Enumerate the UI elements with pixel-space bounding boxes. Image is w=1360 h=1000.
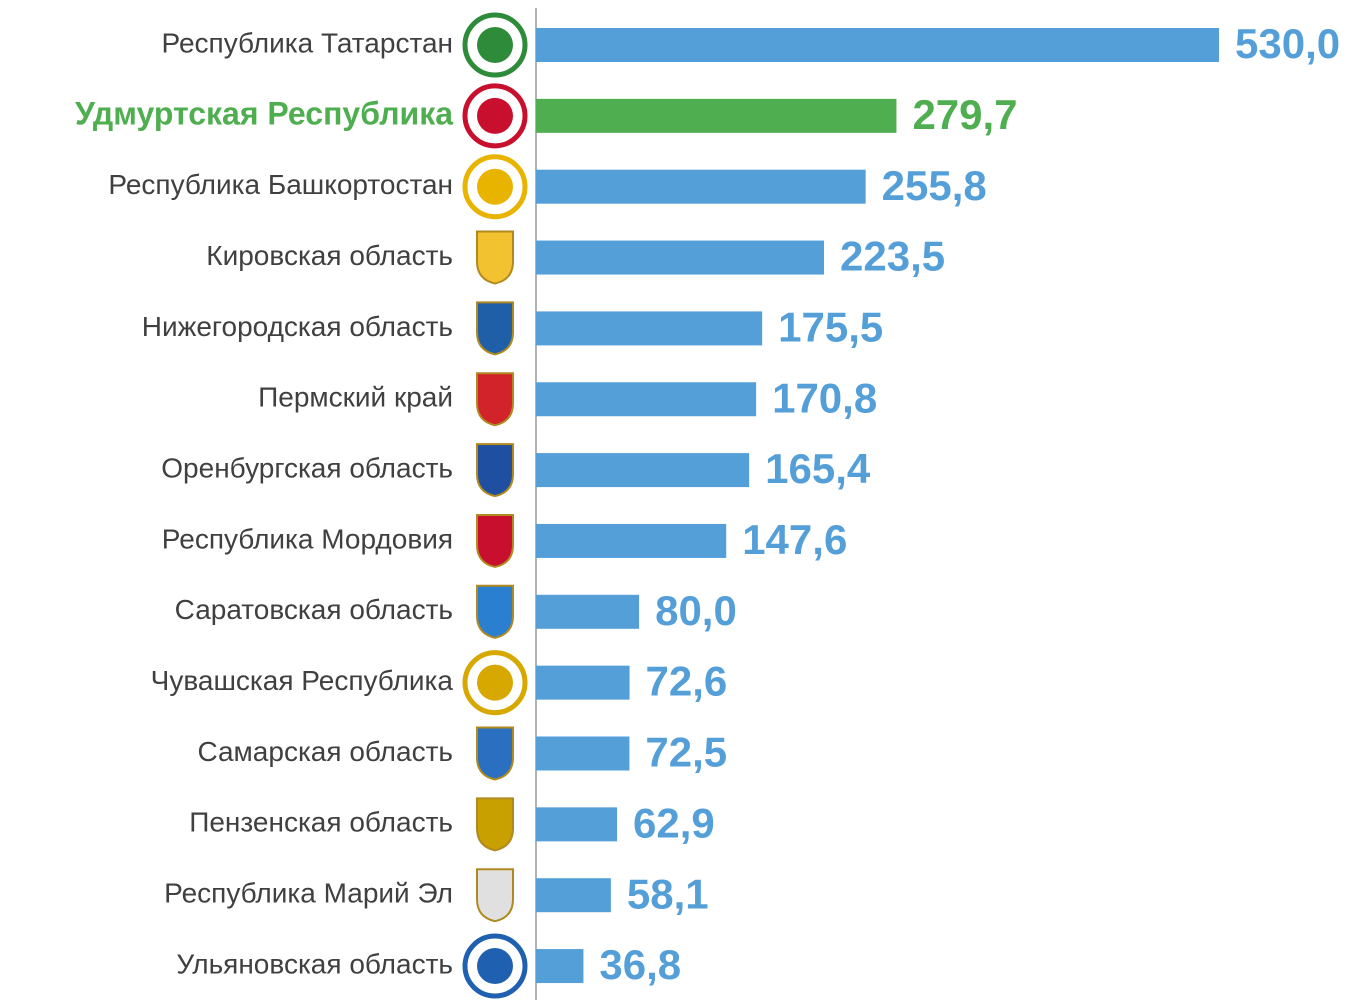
category-label: Республика Марий Эл bbox=[164, 878, 453, 909]
value-label: 72,6 bbox=[646, 658, 728, 705]
emblem bbox=[476, 301, 514, 356]
emblem bbox=[476, 372, 514, 427]
emblem bbox=[476, 726, 514, 781]
value-label: 170,8 bbox=[772, 374, 877, 421]
emblem bbox=[477, 168, 513, 205]
bar bbox=[536, 169, 866, 204]
emblem bbox=[476, 513, 514, 568]
bar bbox=[536, 98, 897, 133]
bar bbox=[536, 736, 630, 771]
category-label: Нижегородская область bbox=[142, 311, 453, 342]
bar bbox=[536, 28, 1219, 62]
emblem bbox=[477, 27, 513, 63]
bar bbox=[536, 949, 584, 984]
emblem bbox=[477, 948, 513, 985]
category-label: Саратовская область bbox=[175, 594, 453, 625]
bar bbox=[536, 382, 757, 417]
value-label: 223,5 bbox=[840, 233, 945, 280]
emblem bbox=[476, 584, 514, 639]
bar bbox=[536, 453, 750, 488]
category-label: Удмуртская Республика bbox=[75, 95, 453, 131]
category-label: Республика Башкортостан bbox=[108, 169, 453, 200]
category-label: Ульяновская область bbox=[176, 948, 453, 979]
value-label: 530,0 bbox=[1235, 20, 1340, 67]
bar bbox=[536, 807, 618, 842]
emblem bbox=[476, 443, 514, 498]
bar bbox=[536, 594, 640, 629]
category-label: Республика Мордовия bbox=[162, 523, 453, 554]
value-label: 36,8 bbox=[599, 941, 681, 988]
category-label: Пензенская область bbox=[189, 807, 453, 838]
value-label: 279,7 bbox=[912, 91, 1017, 138]
category-label: Республика Татарстан bbox=[162, 27, 453, 58]
emblem bbox=[476, 230, 514, 285]
value-label: 72,5 bbox=[645, 729, 727, 776]
value-label: 147,6 bbox=[742, 516, 847, 563]
bar bbox=[536, 311, 763, 346]
bar bbox=[536, 240, 825, 275]
category-label: Самарская область bbox=[197, 736, 453, 767]
bar bbox=[536, 523, 727, 558]
value-label: 175,5 bbox=[778, 303, 883, 350]
value-label: 62,9 bbox=[633, 799, 715, 846]
bar bbox=[536, 665, 630, 700]
value-label: 80,0 bbox=[655, 587, 737, 634]
category-label: Пермский край bbox=[258, 382, 453, 413]
category-label: Чувашская Республика bbox=[151, 665, 454, 696]
emblem bbox=[476, 797, 514, 852]
value-label: 58,1 bbox=[627, 870, 709, 917]
emblem bbox=[477, 97, 513, 134]
category-label: Оренбургская область bbox=[161, 452, 453, 483]
emblem bbox=[476, 868, 514, 923]
value-label: 255,8 bbox=[882, 162, 987, 209]
emblem bbox=[477, 664, 513, 701]
category-label: Кировская область bbox=[206, 240, 453, 271]
value-label: 165,4 bbox=[765, 445, 871, 492]
bar bbox=[536, 878, 611, 913]
